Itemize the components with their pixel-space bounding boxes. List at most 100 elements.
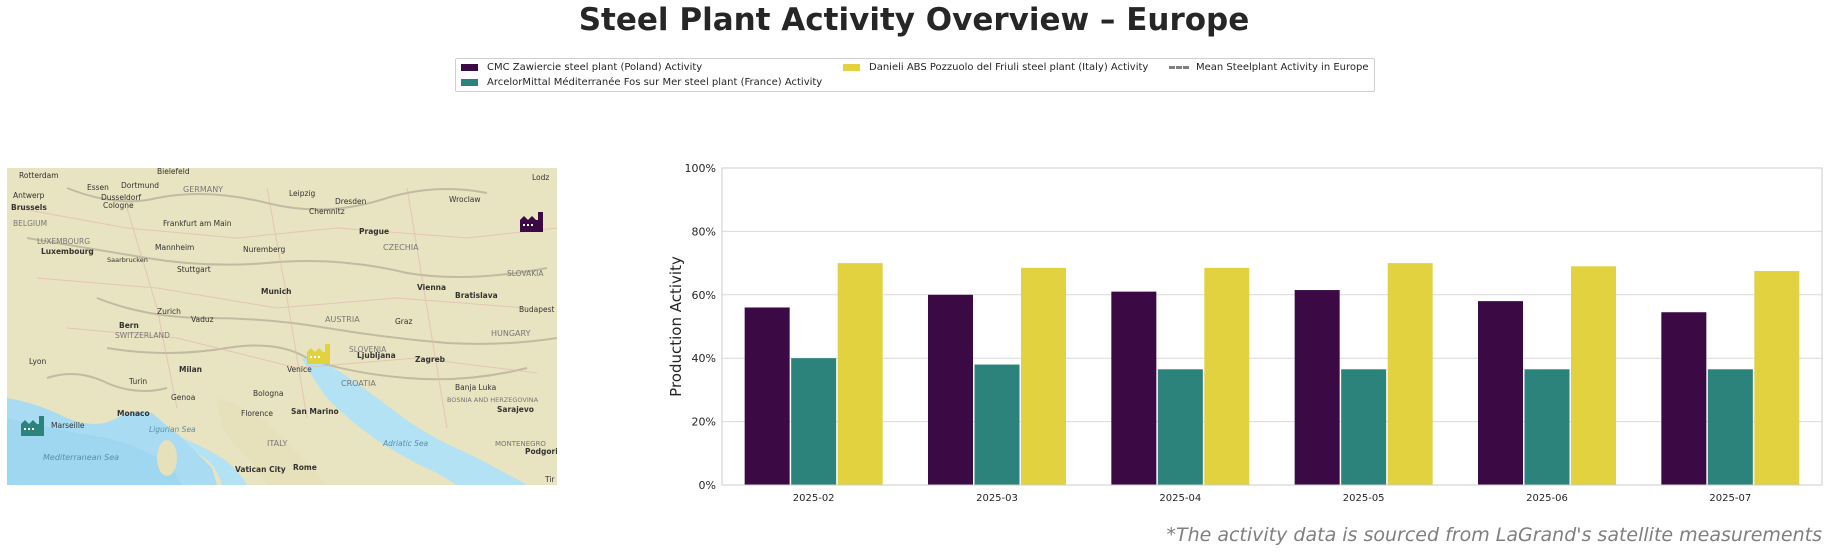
- map-label: Stuttgart: [177, 265, 211, 274]
- map-label: Adriatic Sea: [382, 439, 429, 448]
- map-label: Graz: [395, 317, 412, 326]
- x-tick-label: 2025-07: [1709, 493, 1751, 504]
- source-note: *The activity data is sourced from LaGra…: [1166, 524, 1822, 546]
- map-label: Lodz: [532, 173, 549, 182]
- map-label: Milan: [179, 365, 202, 374]
- map-label: Vaduz: [191, 315, 214, 324]
- map-label: San Marino: [291, 407, 339, 416]
- europe-map[interactable]: Rotterdam Bielefeld Essen Dortmund GERMA…: [7, 168, 557, 485]
- bar-italy: [1204, 267, 1250, 485]
- map-label: Rome: [293, 463, 317, 472]
- map-label: GERMANY: [183, 185, 223, 194]
- x-tick-label: 2025-06: [1526, 493, 1568, 504]
- legend-swatch-france: [461, 79, 478, 86]
- factory-icon-poland[interactable]: [520, 212, 543, 232]
- bar-poland: [1478, 301, 1523, 485]
- map-label: Prague: [359, 227, 389, 236]
- map-label: Wroclaw: [449, 195, 481, 204]
- map-label: Munich: [261, 287, 292, 296]
- legend-label-mean: Mean Steelplant Activity in Europe: [1196, 62, 1369, 73]
- legend-item-italy: Danieli ABS Pozzuolo del Friuli steel pl…: [843, 62, 1148, 73]
- bar-france: [1341, 369, 1387, 485]
- map-label: Lyon: [29, 357, 47, 366]
- map-label: Luxembourg: [41, 247, 94, 256]
- map-label: Dortmund: [121, 181, 159, 190]
- map-label: Bologna: [253, 389, 284, 398]
- x-tick-label: 2025-04: [1159, 493, 1201, 504]
- legend-swatch-poland: [461, 64, 478, 71]
- legend-swatch-mean: [1169, 66, 1189, 69]
- map-label: Sarajevo: [497, 405, 534, 414]
- bar-poland: [1111, 291, 1157, 485]
- y-tick-label: 0%: [699, 479, 716, 492]
- factory-icon-italy[interactable]: [307, 344, 330, 364]
- map-label: Saarbrucken: [107, 256, 148, 264]
- x-tick-label: 2025-03: [976, 493, 1018, 504]
- map-label: Monaco: [117, 409, 150, 418]
- legend-item-france: ArcelorMittal Méditerranée Fos sur Mer s…: [461, 77, 822, 88]
- factory-icon-france[interactable]: [21, 416, 44, 436]
- bar-poland: [1661, 312, 1707, 485]
- map-label: SWITZERLAND: [115, 331, 170, 340]
- map-label: BELGIUM: [13, 219, 47, 228]
- grid-lines: [722, 167, 1822, 486]
- map-label: Vienna: [417, 283, 446, 292]
- map-label: Ligurian Sea: [149, 425, 196, 434]
- y-tick-label: 80%: [692, 225, 716, 238]
- map-label: Podgorica: [525, 447, 557, 456]
- map-label: Zurich: [157, 307, 181, 316]
- y-tick-label: 60%: [692, 289, 716, 302]
- map-label: Antwerp: [13, 191, 45, 200]
- legend-item-poland: CMC Zawiercie steel plant (Poland) Activ…: [461, 62, 702, 73]
- legend-swatch-italy: [843, 64, 860, 71]
- map-label: CZECHIA: [383, 243, 419, 252]
- y-tick-label: 40%: [692, 352, 716, 365]
- bar-italy: [1571, 266, 1616, 485]
- bar-france: [1157, 369, 1203, 485]
- bar-poland: [1294, 290, 1340, 485]
- map-label: SLOVAKIA: [507, 269, 544, 278]
- bar-italy: [837, 263, 883, 485]
- bar-france: [974, 364, 1020, 485]
- map-label: Marseille: [51, 421, 85, 430]
- map-label: Cologne: [103, 201, 134, 210]
- bar-italy: [1021, 267, 1066, 485]
- bar-italy: [1754, 271, 1800, 485]
- map-label: Chemnitz: [309, 207, 345, 216]
- map-label: BOSNIA AND HERZEGOVINA: [447, 396, 539, 404]
- map-label: Genoa: [171, 393, 195, 402]
- map-label: Venice: [287, 365, 312, 374]
- y-tick-label: 20%: [692, 416, 716, 429]
- bar-france: [1707, 369, 1753, 485]
- map-label: Vatican City: [235, 465, 286, 474]
- map-label: Frankfurt am Main: [163, 219, 232, 228]
- map-label: Bielefeld: [157, 168, 190, 176]
- map-label: HUNGARY: [491, 329, 531, 338]
- map-label: Mannheim: [155, 243, 194, 252]
- map-label: Dusseldorf: [101, 193, 141, 202]
- map-label: Ljubljana: [357, 351, 396, 360]
- map-label: CROATIA: [341, 379, 376, 388]
- map-label: Banja Luka: [455, 383, 496, 392]
- map-label: SLOVENIA: [349, 345, 387, 354]
- map-label: ITALY: [267, 439, 287, 448]
- map-label: Bern: [119, 321, 139, 330]
- legend-label-france: ArcelorMittal Méditerranée Fos sur Mer s…: [487, 77, 823, 88]
- legend-item-mean: Mean Steelplant Activity in Europe: [1169, 62, 1369, 73]
- map-label: Dresden: [335, 197, 367, 206]
- page-title: Steel Plant Activity Overview – Europe: [578, 2, 1250, 38]
- map-label: MONTENEGRO: [495, 440, 546, 448]
- map-label: Essen: [87, 183, 109, 192]
- legend-label-italy: Danieli ABS Pozzuolo del Friuli steel pl…: [869, 62, 1149, 73]
- bar-france: [791, 358, 837, 485]
- x-tick-label: 2025-05: [1343, 493, 1385, 504]
- axes: 0% 20% 40% 60% 80% 100% Production Activity 202…: [667, 162, 1823, 504]
- map-label: Nuremberg: [243, 245, 286, 254]
- x-tick-label: 2025-02: [793, 493, 835, 504]
- map-label: Zagreb: [415, 355, 446, 364]
- map-label: Mediterranean Sea: [43, 453, 119, 462]
- map-label: Florence: [241, 409, 273, 418]
- map-label: Rotterdam: [19, 171, 59, 180]
- map-canvas: Rotterdam Bielefeld Essen Dortmund GERMA…: [7, 168, 557, 485]
